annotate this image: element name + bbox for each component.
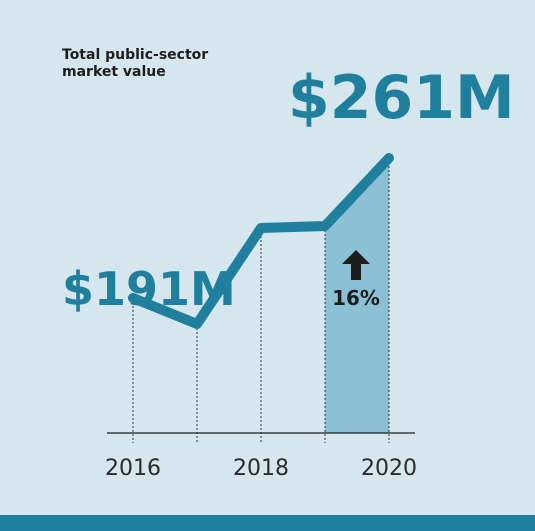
end-value-label: $261M <box>288 63 515 133</box>
x-tick-label-2018: 2018 <box>233 456 289 481</box>
x-tick-label-2016: 2016 <box>105 456 161 481</box>
series-line <box>128 153 394 329</box>
x-tick-label-2020: 2020 <box>361 456 417 481</box>
line-chart: 2016 2018 2020 $191M $261M 16% <box>62 63 515 481</box>
chart-title: Total public-sector market value <box>62 47 209 80</box>
up-arrow-icon <box>342 250 370 280</box>
bottom-accent-bar <box>0 515 535 531</box>
chart-card: Total public-sector market value 2016 201… <box>0 0 535 515</box>
change-annotation: 16% <box>332 250 380 310</box>
highlight-area <box>325 158 389 433</box>
start-value-label: $191M <box>62 262 236 316</box>
change-percent-label: 16% <box>332 286 380 310</box>
